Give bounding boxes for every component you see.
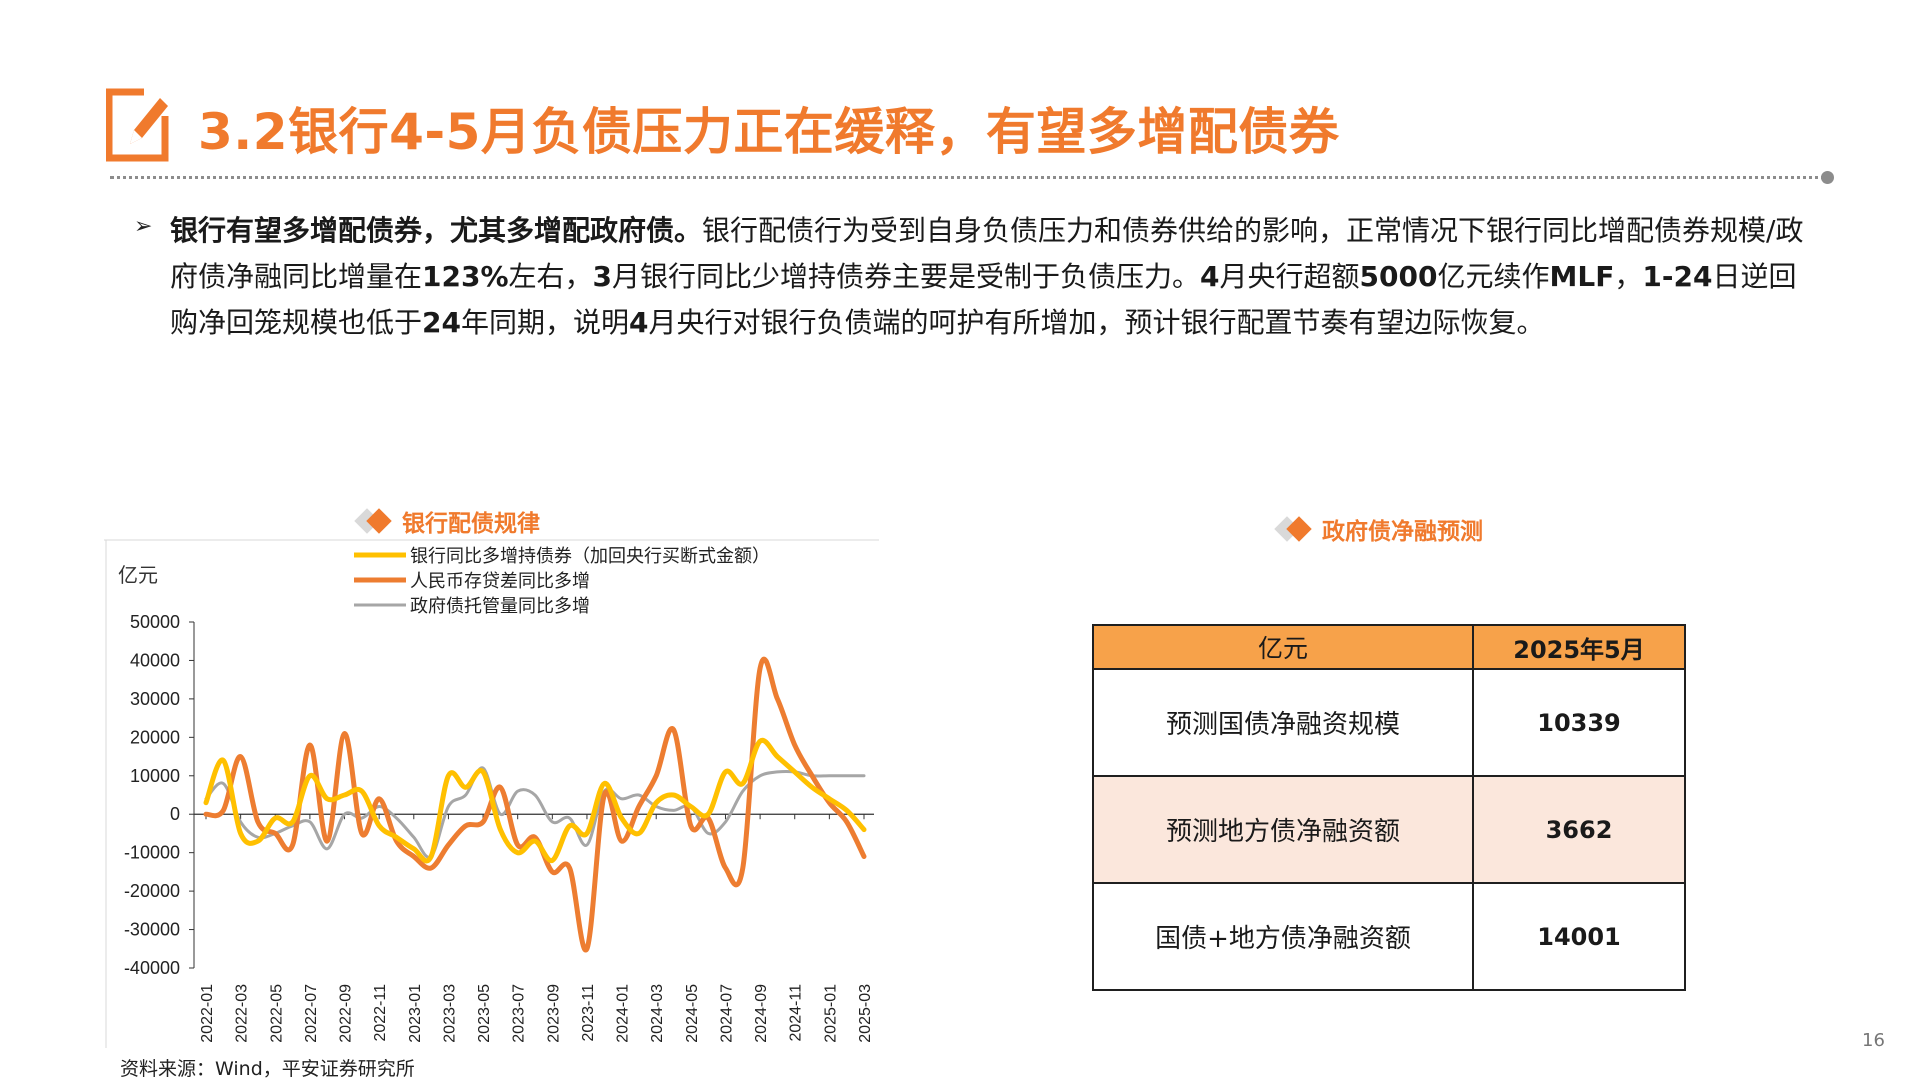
- y-tick-label: 30000: [130, 689, 180, 709]
- bullet-value-3: 4: [1200, 260, 1220, 293]
- x-tick-label: 2022-05: [268, 984, 285, 1043]
- left-chart-title: 银行配债规律: [402, 511, 540, 537]
- source-note: 资料来源：Wind，平安证券研究所: [120, 1058, 415, 1080]
- page-number: 16: [1862, 1030, 1885, 1051]
- bullet-value-7: 24: [422, 306, 461, 339]
- right-chart-heading: 政府债净融预测: [1274, 512, 1483, 546]
- bullet-value-1: 123%: [422, 260, 509, 293]
- bullet-text-7: 日逆回购净回笼规模也低于: [170, 260, 1797, 339]
- x-tick-label: 2025-03: [857, 984, 874, 1043]
- bullet-value-8: 4: [629, 306, 649, 339]
- y-tick-label: -30000: [124, 920, 180, 940]
- bullet-text-9: 月央行对银行负债端的呵护有所增加，预计银行配置节奏有望边际恢复。: [648, 306, 1545, 339]
- series-line-1: [203, 656, 867, 953]
- bullet-value-6: 1-24: [1642, 260, 1713, 293]
- table-header-period: 2025年5月: [1472, 624, 1686, 670]
- bullet-text-6: ，: [1614, 260, 1643, 293]
- legend-label: 银行同比多增持债券（加回央行买断式金额）: [410, 546, 770, 566]
- x-tick-label: 2022-03: [234, 984, 251, 1043]
- bullet-value-5: MLF: [1549, 260, 1615, 293]
- table-header-row: 亿元 2025年5月: [1092, 624, 1686, 670]
- chart-axes: 50000 40000 30000 20000 10000 0 -10000 -20000 -3…: [124, 612, 874, 1043]
- table-cell-value: 10339: [1472, 668, 1686, 777]
- bullet-text: 银行有望多增配债券，尤其多增配政府债。银行配债行为受到自身负债压力和债券供给的影…: [170, 208, 1810, 346]
- bullet-value-2: 3: [592, 260, 613, 293]
- series-line-0: [203, 737, 867, 864]
- y-tick-label: 40000: [130, 650, 180, 670]
- x-tick-label: 2025-01: [822, 984, 839, 1043]
- bullet-lead: 银行有望多增配债券，尤其多增配政府债。: [170, 214, 703, 247]
- line-chart: 银行同比多增持债券（加回央行买断式金额） 人民币存贷差同比多增政府债托管量同比多增…: [104, 539, 879, 1048]
- chart-series: [203, 656, 867, 953]
- legend-label: 人民币存贷差同比多增: [410, 571, 590, 591]
- table-cell-label: 国债+地方债净融资额: [1092, 882, 1474, 991]
- page-title: 3.2银行4-5月负债压力正在缓释，有望多增配债券: [198, 103, 1340, 161]
- table-row: 国债+地方债净融资额 14001: [1092, 882, 1686, 991]
- x-tick-label: 2023-07: [511, 984, 528, 1043]
- table-cell-label: 预测国债净融资规模: [1092, 668, 1474, 777]
- forecast-table: 亿元 2025年5月 预测国债净融资规模 10339 预测地方债净融资额 366…: [1092, 624, 1686, 991]
- x-tick-label: 2023-05: [476, 984, 493, 1043]
- y-tick-label: -10000: [124, 843, 180, 863]
- series-line-2: [204, 766, 866, 859]
- bullet-text-3: 月银行同比少增持债券主要是受制于负债压力。: [612, 260, 1201, 293]
- right-chart-title: 政府债净融预测: [1322, 519, 1483, 545]
- x-tick-label: 2024-01: [615, 984, 632, 1043]
- pencil-note-icon: [106, 86, 170, 162]
- y-axis-label: 亿元: [118, 564, 158, 587]
- table-cell-value: 14001: [1472, 882, 1686, 991]
- table-cell-value: 3662: [1472, 775, 1686, 884]
- x-tick-label: 2024-05: [684, 984, 701, 1043]
- y-tick-label: -40000: [124, 958, 180, 978]
- x-tick-label: 2023-09: [545, 984, 562, 1043]
- table-header-unit: 亿元: [1092, 624, 1474, 670]
- table-row: 预测地方债净融资额 3662: [1092, 775, 1686, 884]
- x-tick-label: 2022-11: [372, 984, 389, 1042]
- x-tick-label: 2022-01: [199, 984, 216, 1043]
- y-tick-label: 50000: [130, 612, 180, 632]
- y-tick-label: 0: [170, 804, 180, 824]
- bullet-text-1: 银行配债行为受到自身负债压力和债券供给的影响，正常情况下银行同比增配债券规模/政…: [170, 214, 1804, 293]
- x-tick-label: 2023-03: [441, 984, 458, 1043]
- bullet-text-2: 左右，: [508, 260, 593, 293]
- y-tick-label: -20000: [124, 881, 180, 901]
- x-tick-label: 2024-07: [718, 984, 735, 1043]
- bullet-text-8: 年同期，说明: [460, 306, 629, 339]
- x-tick-label: 2022-09: [338, 984, 355, 1043]
- left-chart-heading: 银行配债规律: [354, 504, 540, 538]
- y-tick-label: 20000: [130, 727, 180, 747]
- bullet-text-5: 亿元续作: [1437, 260, 1550, 293]
- x-tick-label: 2024-03: [649, 984, 666, 1043]
- divider-end-dot: [1821, 171, 1834, 184]
- title-divider: [110, 176, 1832, 179]
- legend-label: 政府债托管量同比多增: [410, 596, 590, 616]
- bullet-value-4: 5000: [1359, 260, 1438, 293]
- x-tick-label: 2023-11: [580, 984, 597, 1042]
- bullet-arrow-icon: ➢: [134, 214, 153, 239]
- table-row: 预测国债净融资规模 10339: [1092, 668, 1686, 777]
- x-tick-label: 2024-09: [753, 984, 770, 1043]
- x-tick-label: 2023-01: [407, 984, 424, 1043]
- x-tick-label: 2024-11: [788, 984, 805, 1042]
- bullet-text-4: 月央行超额: [1219, 260, 1360, 293]
- y-tick-label: 10000: [130, 766, 180, 786]
- x-tick-label: 2022-07: [303, 984, 320, 1043]
- table-cell-label: 预测地方债净融资额: [1092, 775, 1474, 884]
